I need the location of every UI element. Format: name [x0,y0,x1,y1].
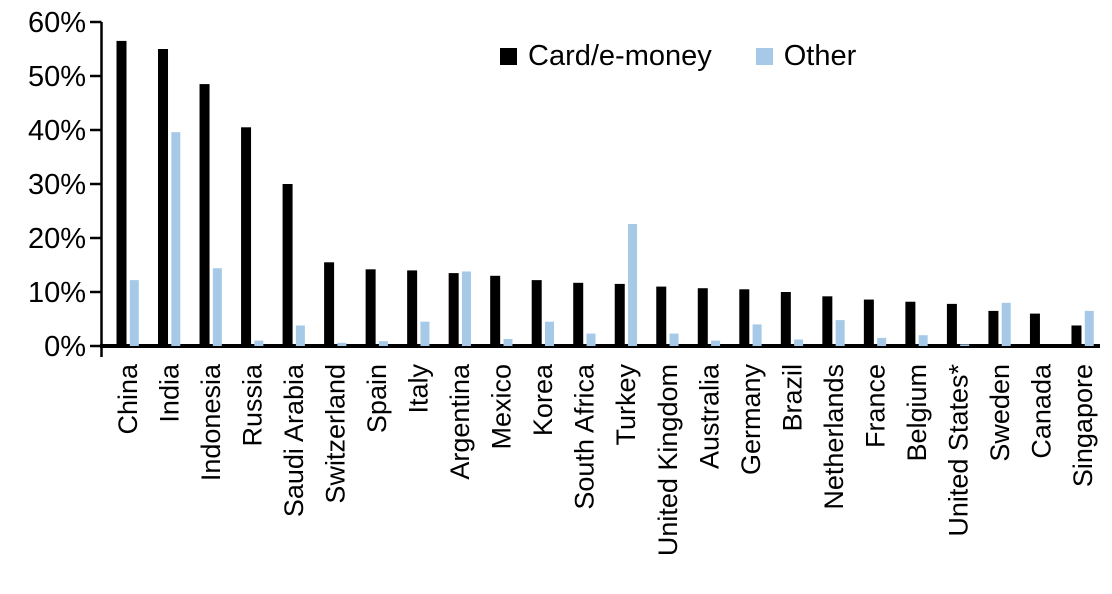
x-category-label: Australia [694,363,724,469]
x-category-label: India [155,363,185,423]
bar-other [212,268,222,346]
bar-card [905,301,916,346]
bar-card [863,299,874,346]
bar-other [129,280,139,346]
x-category-label: United States* [943,364,973,537]
bar-other [171,132,181,346]
bar-other [960,344,970,346]
bar-other [1084,310,1094,346]
x-category-label: Belgium [902,364,932,462]
bar-card [946,303,957,346]
x-category-label: China [113,363,143,435]
bar-other [918,335,928,346]
bar-card [1029,313,1040,346]
bar-other [461,271,471,346]
bar-card [822,296,833,346]
bar-card [365,269,376,346]
y-tick-label: 60% [28,7,86,39]
bar-card [780,292,791,346]
x-category-label: Spain [362,364,392,433]
bar-other [628,223,638,346]
bar-other [545,321,554,346]
bar-card [490,275,501,346]
legend-swatch-card-icon [500,48,517,65]
y-tick-label: 30% [28,169,86,201]
bar-other [378,341,388,346]
bar-other [420,321,430,346]
bar-card [448,273,459,346]
bar-other [1001,302,1011,346]
x-category-label: Mexico [487,364,517,450]
bar-card [697,288,708,346]
bar-card [158,49,169,346]
legend-swatch-other-icon [755,48,773,65]
bar-other [794,339,804,346]
x-category-label: Singapore [1068,364,1098,487]
bar-card [324,262,335,346]
y-tick-label: 40% [28,115,86,147]
bar-card [573,282,584,346]
bar-card [116,40,127,347]
x-category-label: Argentina [445,363,475,480]
bar-other [752,324,762,346]
bar-other [295,325,305,346]
bar-card [614,283,625,346]
x-category-label: South Africa [570,363,600,510]
legend: Card/e-money Other [500,42,856,71]
bar-card [656,286,667,346]
legend-label-card: Card/e-money [528,40,712,72]
x-category-label: Canada [1026,363,1056,459]
bar-other [711,340,721,346]
x-category-label: Germany [736,364,766,476]
x-category-label: Netherlands [819,364,849,510]
bar-other [337,342,347,346]
bar-other [503,338,513,346]
legend-item-other: Other [755,40,857,72]
bar-card [739,289,750,346]
y-tick-label: 10% [28,277,86,309]
x-category-label: Korea [528,363,558,436]
bar-card [407,270,418,346]
y-tick-label: 20% [28,223,86,255]
bar-card [199,84,210,346]
bar-card [1071,325,1082,346]
x-category-label: Russia [238,363,268,447]
bar-card [282,184,293,346]
x-category-label: Switzerland [321,364,351,504]
x-category-label: France [860,364,890,448]
x-category-label: United Kingdom [653,364,683,556]
x-category-label: Indonesia [196,363,226,481]
x-category-label: Brazil [777,364,807,432]
x-category-label: Sweden [985,364,1015,462]
bar-other [835,320,845,346]
legend-label-other: Other [783,40,857,72]
bar-other [254,340,264,346]
bar-card [988,310,999,346]
x-category-label: Turkey [611,364,641,446]
bar-other [586,333,596,346]
y-tick-label: 50% [28,61,86,93]
bar-card [241,127,252,346]
x-category-label: Italy [404,364,434,414]
y-tick-label: 0% [44,331,86,363]
bar-other [669,333,679,346]
bar-card [531,280,542,346]
x-category-label: Saudi Arabia [279,363,309,517]
legend-item-card-e-money: Card/e-money [500,42,712,71]
bar-other [877,337,887,346]
